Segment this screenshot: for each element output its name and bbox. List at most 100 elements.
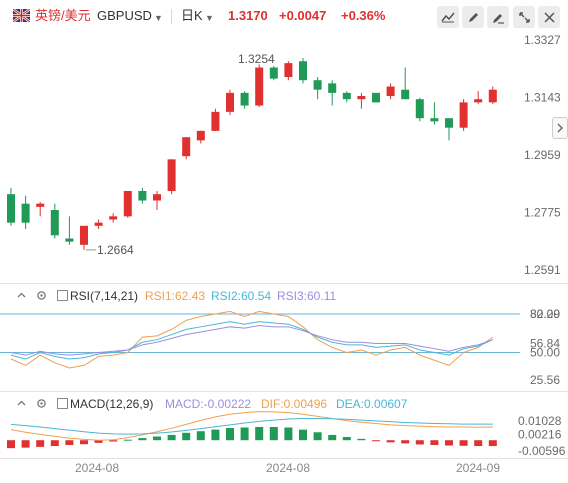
macd-histogram-bar (401, 440, 410, 444)
macd-histogram-bar (255, 426, 264, 441)
rsi-axis-label: 50.00 (530, 346, 560, 360)
macd-histogram-bar (109, 440, 118, 442)
candle-body (80, 225, 88, 245)
settings-gear-icon[interactable] (36, 398, 47, 409)
candle-body (430, 118, 439, 122)
candle-body (386, 86, 395, 97)
rsi-axis-label: 80.00 (530, 307, 560, 321)
settings-gear-icon[interactable] (36, 290, 47, 301)
chart-line-icon (441, 12, 455, 23)
macd-histogram-bar (269, 426, 278, 441)
macd-histogram-bar (488, 440, 497, 447)
candle-body (138, 191, 147, 201)
collapse-icon[interactable] (16, 290, 27, 301)
candle-body (36, 203, 45, 207)
candle-body (415, 99, 424, 119)
toolbar-divider (171, 9, 172, 24)
macd-histogram-bar (328, 434, 337, 441)
macd-histogram-bar (50, 440, 59, 447)
date-axis-label: 2024-08 (75, 461, 119, 475)
macd-histogram-bar (138, 438, 147, 441)
low-price-annotation: 1.2664 (97, 243, 134, 257)
macd-axis-label: -0.00596 (518, 444, 566, 458)
rsi-axis-label: 25.56 (530, 373, 560, 387)
chevron-right-icon (557, 123, 563, 133)
candle-body (474, 99, 483, 103)
rsi1-line (10, 310, 494, 369)
side-expand-button[interactable] (552, 117, 568, 139)
period-caret-icon[interactable]: ▼ (205, 13, 214, 23)
candle-body (123, 191, 132, 217)
rsi2-value: RSI2:60.54 (211, 289, 272, 303)
macd-histogram-bar (153, 436, 161, 441)
price-axis-label: 1.2959 (524, 148, 561, 162)
edit-button[interactable] (487, 6, 509, 28)
macd-histogram-bar (123, 439, 132, 441)
price-axis-label: 1.3143 (524, 91, 561, 105)
pair-name[interactable]: 英镑/美元 (35, 8, 91, 23)
macd-indicator-menu[interactable]: MACD(12,26,9) (57, 397, 153, 411)
macd-histogram-bar (226, 428, 234, 441)
price-axis-label: 1.3327 (524, 33, 561, 47)
candle-body (226, 92, 234, 112)
macd-histogram-bar (299, 429, 307, 441)
chart-toolbar: 英镑/美元 GBPUSD ▼ 日K ▼ 1.3170 +0.0047 +0.36… (0, 0, 568, 32)
high-price-annotation: 1.3254 (238, 52, 275, 66)
candle-body (255, 67, 264, 106)
rsi3-value: RSI3:60.11 (277, 289, 337, 303)
dropdown-caret-icon[interactable]: ▼ (154, 13, 163, 23)
dif-value: DIF:0.00496 (261, 397, 328, 411)
macd-histogram-bar (94, 440, 103, 443)
draw-tool-button[interactable] (462, 6, 484, 28)
symbol-code[interactable]: GBPUSD (97, 8, 152, 23)
candle-body (313, 80, 322, 90)
candle-body (7, 194, 15, 223)
macd-histogram-bar (284, 427, 293, 441)
macd-histogram-bar (7, 440, 15, 449)
macd-axis-label: 0.01028 (518, 414, 562, 428)
macd-histogram-bar (196, 431, 205, 441)
candle-body (240, 92, 249, 106)
candle-body (94, 222, 103, 226)
rsi3-line (10, 325, 493, 356)
rsi-axis-label: 82.29 (530, 307, 560, 321)
candle-body (109, 216, 118, 220)
candle-body (182, 137, 191, 157)
rsi1-value: RSI1:62.43 (145, 289, 206, 303)
price-axis-label: 1.2591 (524, 263, 561, 277)
macd-histogram-bar (313, 432, 322, 441)
macd-checkbox-icon[interactable] (57, 398, 68, 409)
macd-histogram-bar (357, 438, 366, 441)
macd-histogram-bar (430, 440, 439, 445)
candle-body (65, 238, 74, 242)
price-axis-label: 1.2775 (524, 206, 561, 220)
macd-histogram-bar (36, 440, 45, 447)
macd-histogram-bar (65, 440, 74, 445)
close-icon (543, 11, 555, 23)
rsi-checkbox-icon[interactable] (57, 290, 68, 301)
chart-type-button[interactable] (437, 6, 459, 28)
macd-histogram-bar (342, 437, 351, 441)
candle-body (269, 67, 278, 79)
dif-line (10, 411, 493, 441)
candle-body (196, 130, 205, 141)
collapse-icon[interactable] (16, 398, 27, 409)
macd-histogram-bar (372, 440, 380, 442)
candle-body (153, 194, 161, 201)
draw-pen-icon (468, 12, 478, 22)
macd-histogram-bar (474, 440, 483, 447)
macd-histogram-bar (167, 434, 176, 441)
rsi-indicator-menu[interactable]: RSI(7,14,21) (57, 289, 138, 303)
period-selector[interactable]: 日K (181, 8, 203, 23)
fullscreen-button[interactable] (513, 6, 535, 28)
dea-line (10, 418, 493, 435)
candle-body (328, 83, 337, 93)
candle-body (357, 96, 366, 100)
last-price: 1.3170 (228, 8, 268, 23)
close-button[interactable] (538, 6, 560, 28)
candle-body (488, 89, 497, 103)
macd-histogram-bar (415, 440, 424, 445)
date-axis-label: 2024-09 (456, 461, 500, 475)
date-axis-label: 2024-08 (266, 461, 310, 475)
